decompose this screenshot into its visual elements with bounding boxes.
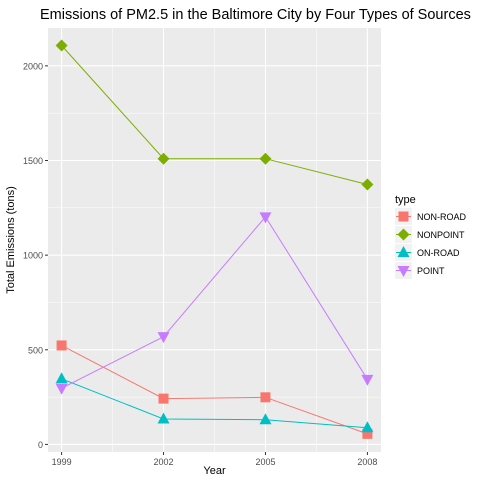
series-non-road xyxy=(56,340,373,439)
series-nonpoint xyxy=(55,39,374,191)
legend-item-on-road: ON-ROAD xyxy=(395,244,460,261)
y-tick-label: 0 xyxy=(38,440,43,450)
legend-item-nonpoint: NONPOINT xyxy=(395,226,465,243)
x-axis: 1999 2002 2005 2008 xyxy=(52,452,377,467)
y-tick-label: 2000 xyxy=(23,61,43,71)
data-point-on-road xyxy=(55,372,68,384)
y-tick-label: 500 xyxy=(28,345,43,355)
series-on-road xyxy=(55,372,374,433)
data-point-non-road xyxy=(158,393,169,404)
data-point-nonpoint xyxy=(55,39,68,52)
x-tick-label: 2005 xyxy=(255,457,275,467)
series-line-on-road xyxy=(61,378,368,429)
data-point-point xyxy=(259,212,272,224)
data-point-non-road xyxy=(260,392,271,403)
series-point xyxy=(55,212,374,395)
major-gridlines xyxy=(48,28,381,452)
data-point-nonpoint xyxy=(361,178,374,191)
legend-title: type xyxy=(395,194,416,206)
data-point-on-road xyxy=(361,421,374,433)
y-tick-label: 1000 xyxy=(23,251,43,261)
data-point-nonpoint xyxy=(157,152,170,165)
minor-gridlines xyxy=(48,28,381,452)
series-line-nonpoint xyxy=(61,45,368,185)
legend-key-marker xyxy=(397,228,410,241)
legend-key-marker xyxy=(397,266,410,277)
data-point-point xyxy=(157,332,170,344)
legend-label: ON-ROAD xyxy=(417,248,460,258)
data-point-point xyxy=(361,374,374,386)
y-axis-label: Total Emissions (tons) xyxy=(5,186,17,294)
data-point-non-road xyxy=(56,340,67,351)
data-point-nonpoint xyxy=(259,152,272,165)
legend: type NON-ROAD NONPOINT ON-ROAD POINT xyxy=(395,194,466,279)
legend-item-non-road: NON-ROAD xyxy=(395,208,466,225)
data-point-point xyxy=(55,383,68,395)
data-point-on-road xyxy=(157,412,170,424)
data-point-on-road xyxy=(259,413,272,425)
legend-item-point: POINT xyxy=(395,262,445,279)
x-axis-label: Year xyxy=(203,465,226,477)
legend-label: NON-ROAD xyxy=(417,212,466,222)
data-point-non-road xyxy=(362,428,373,439)
x-tick-label: 2002 xyxy=(154,457,174,467)
series-line-non-road xyxy=(61,345,368,435)
legend-label: NONPOINT xyxy=(417,230,465,240)
series-line-point xyxy=(61,215,368,389)
x-tick-label: 1999 xyxy=(52,457,72,467)
y-tick-label: 1500 xyxy=(23,156,43,166)
legend-key-marker xyxy=(398,211,409,222)
legend-key-marker xyxy=(397,246,410,257)
y-axis: 0 500 1000 1500 2000 xyxy=(23,61,48,450)
legend-label: POINT xyxy=(417,266,445,276)
x-tick-label: 2008 xyxy=(357,457,377,467)
series-layer xyxy=(55,39,374,439)
chart-title: Emissions of PM2.5 in the Baltimore City… xyxy=(40,7,471,23)
